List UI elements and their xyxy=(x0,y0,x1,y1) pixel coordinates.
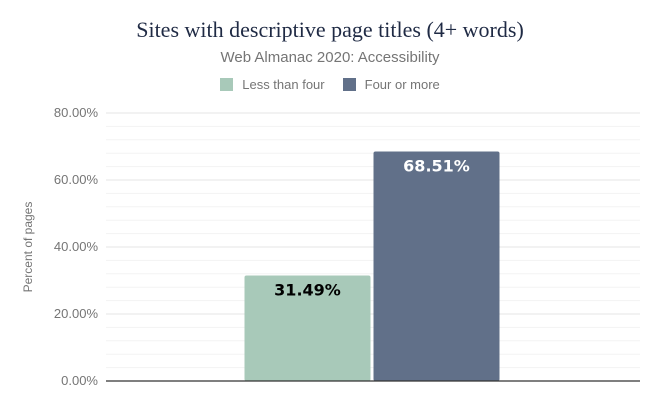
y-tick-label: 80.00% xyxy=(54,105,99,120)
y-tick-label: 60.00% xyxy=(54,172,99,187)
legend-label: Four or more xyxy=(364,77,440,92)
legend-swatch xyxy=(220,78,234,91)
legend-swatch xyxy=(342,78,356,91)
y-tick-label: 40.00% xyxy=(54,239,99,254)
bar-four-or-more xyxy=(373,151,500,381)
data-label: 31.49% xyxy=(274,281,341,300)
data-label: 68.51% xyxy=(403,156,470,175)
chart-subtitle: Web Almanac 2020: Accessibility xyxy=(220,49,440,66)
legend-item-four-or-more[interactable]: Four or more xyxy=(342,77,440,92)
legend: Less than four Four or more xyxy=(0,77,660,92)
legend-label: Less than four xyxy=(242,77,325,92)
chart-title: Sites with descriptive page titles (4+ w… xyxy=(136,17,524,42)
bar-less-than-four xyxy=(244,275,371,381)
y-tick-label: 0.00% xyxy=(61,373,98,388)
y-tick-label: 20.00% xyxy=(54,306,99,321)
legend-item-less-than-four[interactable]: Less than four xyxy=(220,77,325,92)
